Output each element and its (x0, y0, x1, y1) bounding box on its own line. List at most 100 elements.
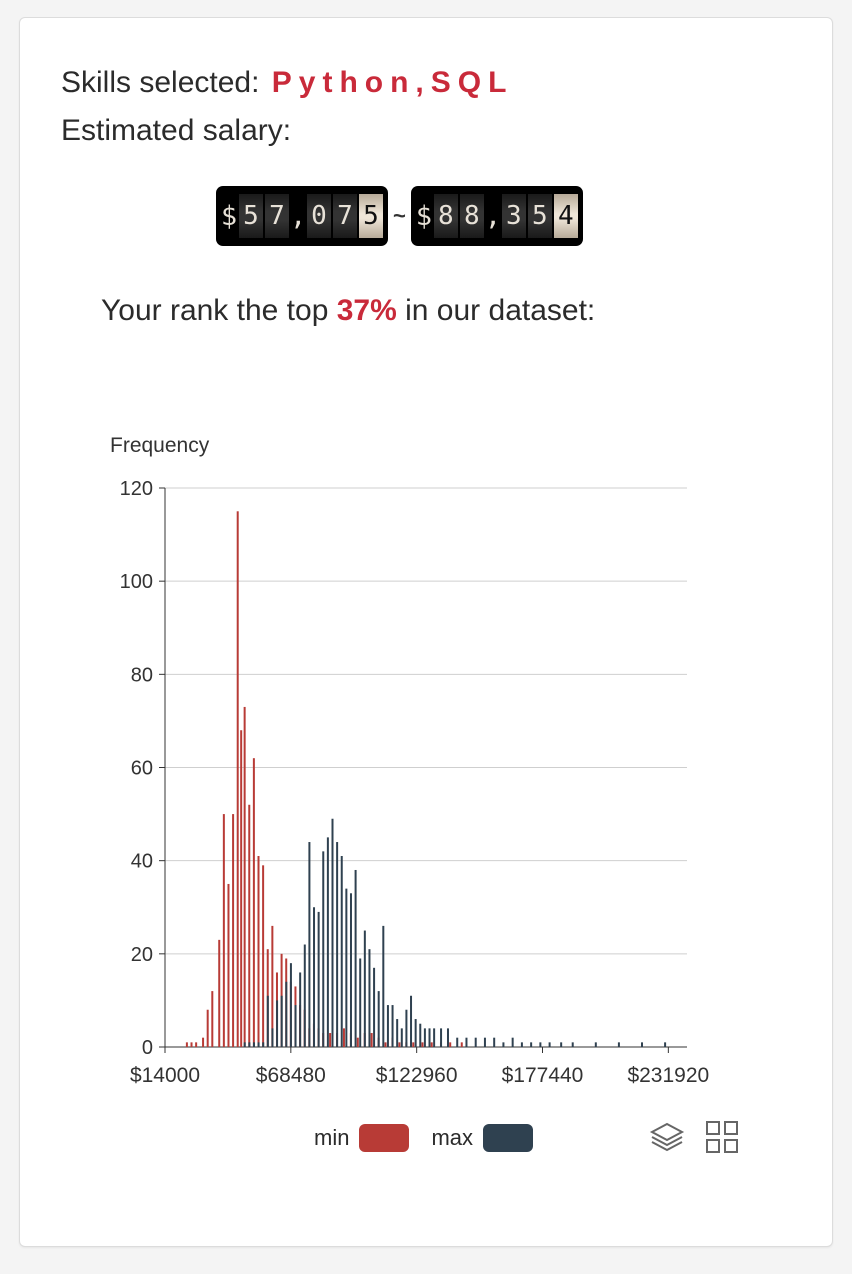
histogram-bar-max (257, 1042, 260, 1047)
y-axis-label: Frequency (110, 434, 210, 457)
histogram-bar-max (446, 1028, 449, 1047)
histogram-bar-max (280, 995, 283, 1047)
histogram-bar-max (368, 949, 371, 1047)
y-tick-label: 60 (131, 758, 153, 780)
histogram-bar-max (520, 1042, 523, 1047)
histogram-bar-max (289, 963, 292, 1047)
rank-prefix: Your rank the top (101, 294, 329, 327)
histogram-bar-max (345, 888, 348, 1047)
histogram-bar-max (594, 1042, 597, 1047)
histogram-bar-max (326, 837, 329, 1047)
histogram-bar-max (271, 1028, 274, 1047)
histogram-bar-min (449, 1042, 452, 1047)
histogram-bar-min (218, 939, 221, 1047)
histogram-bar-max (354, 869, 357, 1047)
histogram-bar-max (317, 911, 320, 1047)
histogram-bar-max (539, 1042, 542, 1047)
histogram-bar-min (248, 804, 251, 1047)
histogram-bar-max (391, 1005, 394, 1047)
histogram-bar-min (232, 814, 235, 1047)
histogram-bar-max (571, 1042, 574, 1047)
histogram-bar-max (530, 1042, 533, 1047)
histogram-bar-max (322, 851, 325, 1047)
histogram-bar-max (560, 1042, 563, 1047)
salary-label: Estimated salary: (61, 114, 292, 147)
skills-value: Python,SQL (271, 66, 514, 99)
thousands-separator: , (290, 200, 307, 232)
x-tick-label: $68480 (256, 1064, 326, 1087)
legend-label-max[interactable]: max (431, 1125, 474, 1150)
currency-symbol: $ (220, 200, 238, 232)
histogram-bar-min (412, 1042, 415, 1047)
histogram-bar-max (493, 1037, 496, 1047)
histogram-bar-min (243, 706, 246, 1047)
histogram-bar-max (641, 1042, 644, 1047)
skills-label: Skills selected: (61, 66, 260, 99)
histogram-bar-max (465, 1037, 468, 1047)
histogram-bar-min (236, 511, 239, 1048)
histogram-bar-max (359, 958, 362, 1047)
histogram-bar-max (299, 972, 302, 1047)
histogram-bar-max (511, 1037, 514, 1047)
histogram-bar-max (303, 944, 306, 1047)
histogram-bar-max (349, 893, 352, 1047)
odometer-digit: 8 (433, 194, 458, 238)
legend-swatch-min[interactable] (359, 1124, 410, 1152)
histogram-bar-max (285, 981, 288, 1047)
histogram-bar-max (331, 818, 334, 1047)
currency-symbol: $ (415, 200, 432, 232)
chart-legend: min max (314, 1124, 555, 1152)
histogram-bar-min (398, 1042, 401, 1047)
histogram-bar-max (248, 1042, 251, 1047)
odometer-digit: 7 (265, 194, 289, 238)
histogram-bar-max (428, 1028, 431, 1047)
odometer-digit: 5 (239, 194, 263, 238)
rank-line: Your rank the top 37% in our dataset: (101, 294, 595, 328)
y-tick-label: 0 (142, 1037, 153, 1059)
histogram-bar-min (356, 1037, 359, 1047)
odometer-digit: 4 (553, 194, 578, 238)
histogram-bar-max (410, 995, 413, 1047)
histogram-bar-max (262, 1042, 265, 1047)
legend-label-min[interactable]: min (314, 1125, 350, 1150)
layers-icon[interactable] (648, 1121, 686, 1155)
histogram-bar-max (308, 842, 311, 1047)
histogram-bar-max (373, 967, 376, 1047)
grid-icon[interactable] (704, 1119, 740, 1155)
histogram-bar-max (382, 925, 385, 1047)
y-tick-label: 80 (131, 664, 153, 686)
histogram-bar-max (414, 1019, 417, 1047)
histogram-bar-min (370, 1033, 373, 1047)
skills-line: Skills selected: Python,SQL (61, 66, 513, 100)
histogram-bar-max (386, 1005, 389, 1047)
histogram-bar-max (483, 1037, 486, 1047)
histogram-bar-max (363, 930, 366, 1047)
histogram-bar-max (266, 995, 269, 1047)
x-tick-label: $231920 (627, 1064, 709, 1087)
histogram-bar-max (377, 991, 380, 1047)
histogram-bar-min (271, 925, 274, 1047)
rank-suffix: in our dataset: (405, 294, 596, 327)
histogram-bar-max (664, 1042, 667, 1047)
histogram-bar-min (421, 1042, 424, 1047)
salary-histogram: 0 20 40 60 80 100 120 Frequency $14000 $68480 $122… (110, 434, 709, 1087)
histogram-bar-min (329, 1033, 332, 1047)
histogram-bar-min (227, 883, 230, 1047)
histogram-bar-max (400, 1028, 403, 1047)
thousands-separator: , (484, 200, 502, 232)
legend-swatch-max[interactable] (483, 1124, 534, 1152)
salary-card: Skills selected: Python,SQL Estimated sa… (19, 17, 833, 1247)
histogram-bar-min (206, 1009, 209, 1047)
histogram-bar-min (430, 1042, 433, 1047)
histogram-bar-min (185, 1042, 188, 1047)
histogram-bar-max (419, 1023, 422, 1047)
histogram-bar-max (440, 1028, 443, 1047)
x-tick-label: $14000 (130, 1064, 200, 1087)
histogram-bar-max (617, 1042, 620, 1047)
x-tick-label: $122960 (376, 1064, 458, 1087)
histogram-bar-max (423, 1028, 426, 1047)
histogram-bar-max (474, 1037, 477, 1047)
histogram-bar-min (211, 991, 214, 1047)
